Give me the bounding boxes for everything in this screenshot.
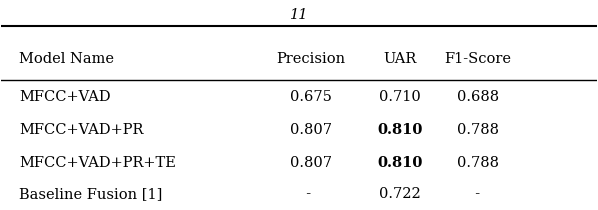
Text: 0.807: 0.807: [290, 156, 332, 170]
Text: MFCC+VAD+PR+TE: MFCC+VAD+PR+TE: [19, 156, 176, 170]
Text: Precision: Precision: [276, 52, 346, 66]
Text: F1-Score: F1-Score: [444, 52, 511, 66]
Text: MFCC+VAD: MFCC+VAD: [19, 90, 111, 104]
Text: 0.810: 0.810: [377, 123, 423, 137]
Text: MFCC+VAD+PR: MFCC+VAD+PR: [19, 123, 144, 137]
Text: 0.810: 0.810: [377, 156, 423, 170]
Text: 0.675: 0.675: [290, 90, 332, 104]
Text: Model Name: Model Name: [19, 52, 114, 66]
Text: -: -: [466, 187, 489, 201]
Text: UAR: UAR: [383, 52, 417, 66]
Text: 0.807: 0.807: [290, 123, 332, 137]
Text: Baseline Fusion [1]: Baseline Fusion [1]: [19, 187, 163, 201]
Text: -: -: [297, 187, 325, 201]
Text: 0.722: 0.722: [379, 187, 421, 201]
Text: 11: 11: [290, 8, 308, 22]
Text: 0.710: 0.710: [379, 90, 421, 104]
Text: 0.788: 0.788: [456, 156, 499, 170]
Text: 0.688: 0.688: [456, 90, 499, 104]
Text: 0.788: 0.788: [456, 123, 499, 137]
